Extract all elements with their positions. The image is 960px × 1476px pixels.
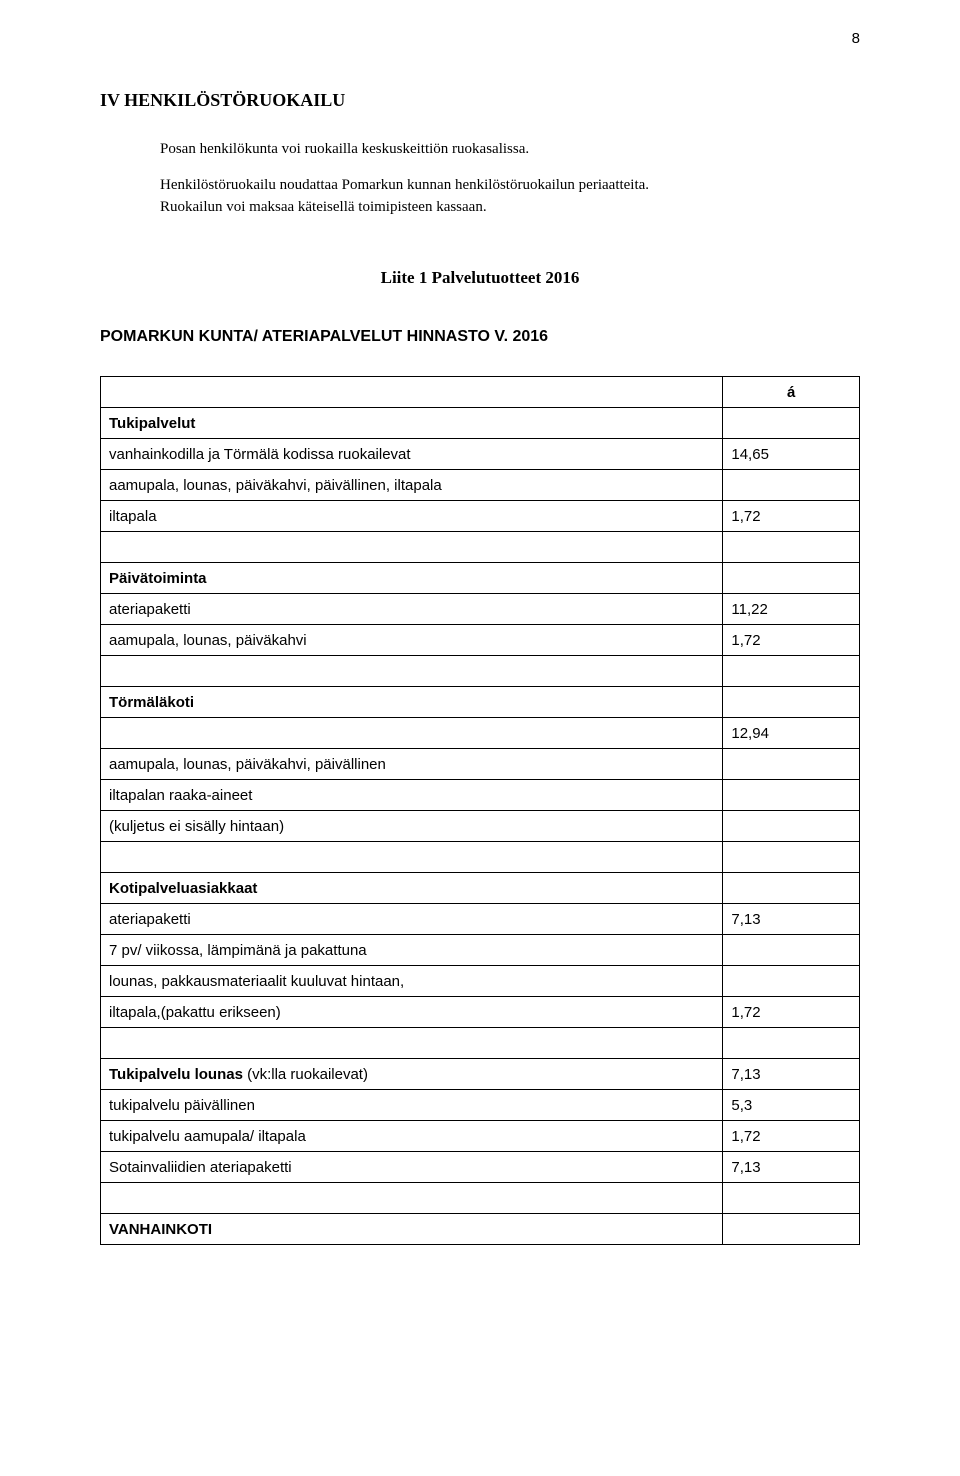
row-value: 12,94 (723, 718, 860, 749)
row-value (723, 1183, 860, 1214)
row-label: Päivätoiminta (101, 563, 723, 594)
row-label: tukipalvelu päivällinen (101, 1090, 723, 1121)
row-label: Tukipalvelu lounas (vk:lla ruokailevat) (101, 1059, 723, 1090)
table-row: tukipalvelu aamupala/ iltapala1,72 (101, 1121, 860, 1152)
row-value (723, 966, 860, 997)
row-value (723, 563, 860, 594)
table-row: aamupala, lounas, päiväkahvi1,72 (101, 625, 860, 656)
row-value: 7,13 (723, 904, 860, 935)
row-label: (kuljetus ei sisälly hintaan) (101, 811, 723, 842)
row-label: Kotipalveluasiakkaat (101, 873, 723, 904)
row-label: aamupala, lounas, päiväkahvi (101, 625, 723, 656)
paragraph-1: Posan henkilökunta voi ruokailla keskusk… (160, 139, 860, 161)
table-row: Sotainvaliidien ateriapaketti7,13 (101, 1152, 860, 1183)
row-label: vanhainkodilla ja Törmälä kodissa ruokai… (101, 439, 723, 470)
table-row: Päivätoiminta (101, 563, 860, 594)
table-row: 12,94 (101, 718, 860, 749)
table-row: 7 pv/ viikossa, lämpimänä ja pakattuna (101, 935, 860, 966)
row-label: iltapala,(pakattu erikseen) (101, 997, 723, 1028)
row-label: iltapalan raaka-aineet (101, 780, 723, 811)
row-value: 1,72 (723, 1121, 860, 1152)
row-label: VANHAINKOTI (101, 1214, 723, 1245)
row-value: 1,72 (723, 625, 860, 656)
table-row: tukipalvelu päivällinen5,3 (101, 1090, 860, 1121)
row-value (723, 470, 860, 501)
row-label (101, 842, 723, 873)
row-label: Törmäläkoti (101, 687, 723, 718)
row-value: 5,3 (723, 1090, 860, 1121)
row-label: ateriapaketti (101, 594, 723, 625)
row-label (101, 718, 723, 749)
row-label: aamupala, lounas, päiväkahvi, päivälline… (101, 749, 723, 780)
row-label: ateriapaketti (101, 904, 723, 935)
row-label (101, 1183, 723, 1214)
row-value: 7,13 (723, 1059, 860, 1090)
price-table-body: á Tukipalvelutvanhainkodilla ja Törmälä … (101, 377, 860, 1245)
row-label: iltapala (101, 501, 723, 532)
row-label (101, 1028, 723, 1059)
table-row (101, 842, 860, 873)
row-label: aamupala, lounas, päiväkahvi, päivälline… (101, 470, 723, 501)
section-heading: IV HENKILÖSTÖRUOKAILU (100, 90, 860, 111)
page: 8 IV HENKILÖSTÖRUOKAILU Posan henkilökun… (0, 0, 960, 1476)
table-row: aamupala, lounas, päiväkahvi, päivälline… (101, 470, 860, 501)
row-label: lounas, pakkausmateriaalit kuuluvat hint… (101, 966, 723, 997)
table-row: aamupala, lounas, päiväkahvi, päivälline… (101, 749, 860, 780)
row-label: 7 pv/ viikossa, lämpimänä ja pakattuna (101, 935, 723, 966)
row-value (723, 656, 860, 687)
appendix-title: Liite 1 Palvelutuotteet 2016 (100, 268, 860, 288)
table-row (101, 1028, 860, 1059)
table-row: vanhainkodilla ja Törmälä kodissa ruokai… (101, 439, 860, 470)
row-value (723, 1214, 860, 1245)
table-header-row: á (101, 377, 860, 408)
row-value (723, 842, 860, 873)
row-value: 14,65 (723, 439, 860, 470)
table-row (101, 1183, 860, 1214)
row-value (723, 1028, 860, 1059)
row-value (723, 935, 860, 966)
row-value (723, 780, 860, 811)
table-row: ateriapaketti11,22 (101, 594, 860, 625)
table-row: Tukipalvelut (101, 408, 860, 439)
row-value (723, 408, 860, 439)
row-label: Tukipalvelut (101, 408, 723, 439)
table-row: VANHAINKOTI (101, 1214, 860, 1245)
table-row (101, 656, 860, 687)
row-value (723, 811, 860, 842)
paragraph-2b: Ruokailun voi maksaa käteisellä toimipis… (160, 199, 487, 215)
table-row: iltapala,(pakattu erikseen)1,72 (101, 997, 860, 1028)
table-row: iltapala1,72 (101, 501, 860, 532)
table-title: POMARKUN KUNTA/ ATERIAPALVELUT HINNASTO … (100, 328, 860, 346)
table-row: iltapalan raaka-aineet (101, 780, 860, 811)
row-label (101, 656, 723, 687)
row-value (723, 873, 860, 904)
row-value (723, 532, 860, 563)
paragraph-2: Henkilöstöruokailu noudattaa Pomarkun ku… (160, 175, 860, 219)
table-row (101, 532, 860, 563)
row-value: 11,22 (723, 594, 860, 625)
paragraph-2a: Henkilöstöruokailu noudattaa Pomarkun ku… (160, 177, 649, 193)
table-row: (kuljetus ei sisälly hintaan) (101, 811, 860, 842)
row-value (723, 749, 860, 780)
table-row: Törmäläkoti (101, 687, 860, 718)
row-value: 7,13 (723, 1152, 860, 1183)
row-label: Sotainvaliidien ateriapaketti (101, 1152, 723, 1183)
table-header-right: á (723, 377, 860, 408)
table-row: Tukipalvelu lounas (vk:lla ruokailevat)7… (101, 1059, 860, 1090)
row-value: 1,72 (723, 501, 860, 532)
row-label: tukipalvelu aamupala/ iltapala (101, 1121, 723, 1152)
table-row: Kotipalveluasiakkaat (101, 873, 860, 904)
row-value: 1,72 (723, 997, 860, 1028)
table-row: lounas, pakkausmateriaalit kuuluvat hint… (101, 966, 860, 997)
table-row: ateriapaketti7,13 (101, 904, 860, 935)
price-table: á Tukipalvelutvanhainkodilla ja Törmälä … (100, 376, 860, 1245)
row-label (101, 532, 723, 563)
page-number: 8 (852, 30, 860, 47)
table-header-left (101, 377, 723, 408)
row-value (723, 687, 860, 718)
